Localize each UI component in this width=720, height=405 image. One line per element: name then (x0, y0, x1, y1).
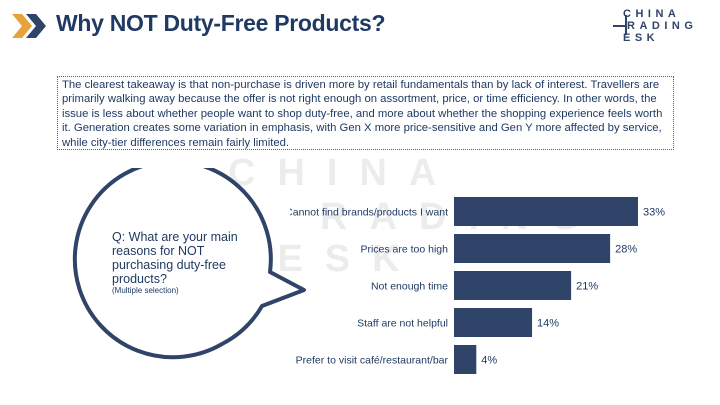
category-label: Prices are too high (360, 244, 448, 256)
value-label: 33% (643, 207, 665, 219)
value-label: 4% (481, 355, 497, 367)
value-label: 14% (537, 318, 559, 330)
speech-bubble (72, 168, 306, 360)
china-trading-desk-logo: CHINA RADING ESK (613, 8, 713, 44)
category-label: Prefer to visit café/restaurant/bar (296, 355, 449, 367)
category-label: Not enough time (371, 281, 448, 293)
page-title: Why NOT Duty-Free Products? (56, 10, 386, 36)
summary-text-box: The clearest takeaway is that non-purcha… (57, 76, 674, 150)
logo-rule-vertical (625, 15, 627, 35)
question-text: Q: What are your main reasons for NOT pu… (112, 230, 238, 286)
bar (454, 308, 533, 337)
bar (454, 234, 611, 263)
question-note: (Multiple selection) (112, 286, 179, 295)
category-label: Staff are not helpful (357, 318, 448, 330)
question-block: Q: What are your main reasons for NOT pu… (112, 230, 252, 296)
bar (454, 271, 572, 300)
category-label: Cannot find brands/products I want (290, 207, 448, 219)
value-label: 28% (615, 244, 637, 256)
logo-line-1: CHINA (623, 8, 681, 20)
bar (454, 197, 638, 226)
bar-chart: Cannot find brands/products I want 33% Pri… (290, 197, 665, 374)
chevron-arrows-icon (12, 14, 46, 38)
logo-rule (613, 25, 625, 27)
bar (454, 345, 477, 374)
logo-line-3: ESK (623, 32, 660, 44)
value-label: 21% (576, 281, 598, 293)
logo-line-2: RADING (627, 20, 698, 32)
